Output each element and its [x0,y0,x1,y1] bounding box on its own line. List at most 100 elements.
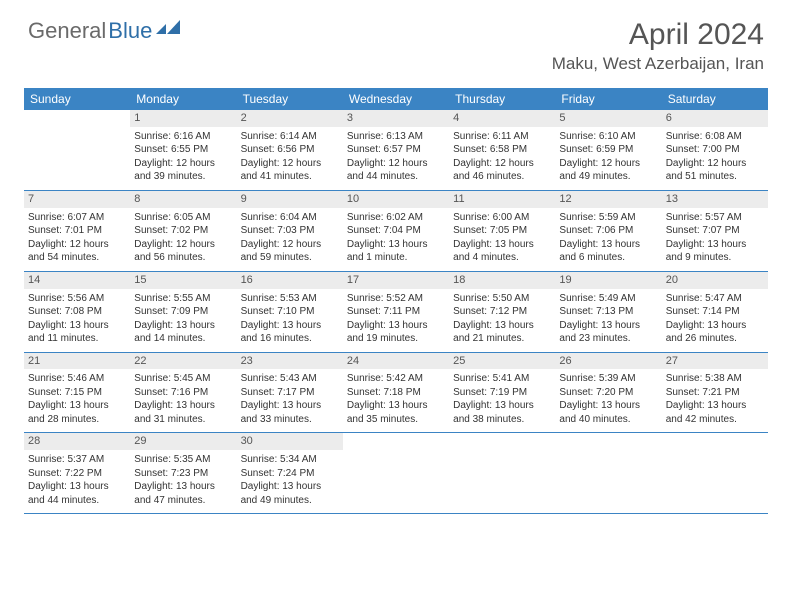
daylight-text: Daylight: 13 hours and 35 minutes. [347,399,445,426]
day-number: 23 [237,353,343,370]
calendar-cell: . [24,110,130,190]
sunrise-text: Sunrise: 5:45 AM [134,372,232,386]
sunrise-text: Sunrise: 5:57 AM [666,211,764,225]
sunset-text: Sunset: 7:18 PM [347,386,445,400]
day-number: 10 [343,191,449,208]
sunset-text: Sunset: 6:57 PM [347,143,445,157]
sunrise-text: Sunrise: 6:10 AM [559,130,657,144]
day-number: 18 [449,272,555,289]
calendar-cell: 12Sunrise: 5:59 AMSunset: 7:06 PMDayligh… [555,191,661,271]
day-number: 22 [130,353,236,370]
sunset-text: Sunset: 6:58 PM [453,143,551,157]
calendar-cell: 21Sunrise: 5:46 AMSunset: 7:15 PMDayligh… [24,353,130,433]
calendar-cell: 29Sunrise: 5:35 AMSunset: 7:23 PMDayligh… [130,433,236,513]
sunset-text: Sunset: 7:06 PM [559,224,657,238]
sunset-text: Sunset: 7:24 PM [241,467,339,481]
sunrise-text: Sunrise: 6:04 AM [241,211,339,225]
day-number: 8 [130,191,236,208]
sunrise-text: Sunrise: 6:14 AM [241,130,339,144]
daylight-text: Daylight: 13 hours and 16 minutes. [241,319,339,346]
sunset-text: Sunset: 7:11 PM [347,305,445,319]
calendar-cell: 25Sunrise: 5:41 AMSunset: 7:19 PMDayligh… [449,353,555,433]
day-number: 13 [662,191,768,208]
week-row: .1Sunrise: 6:16 AMSunset: 6:55 PMDayligh… [24,110,768,191]
sunrise-text: Sunrise: 5:46 AM [28,372,126,386]
calendar-cell: 10Sunrise: 6:02 AMSunset: 7:04 PMDayligh… [343,191,449,271]
sunrise-text: Sunrise: 5:50 AM [453,292,551,306]
daylight-text: Daylight: 13 hours and 44 minutes. [28,480,126,507]
day-number: 2 [237,110,343,127]
day-number: 1 [130,110,236,127]
sunset-text: Sunset: 7:14 PM [666,305,764,319]
logo-text-1: General [28,18,106,44]
weeks-container: .1Sunrise: 6:16 AMSunset: 6:55 PMDayligh… [24,110,768,514]
sunset-text: Sunset: 7:21 PM [666,386,764,400]
daylight-text: Daylight: 13 hours and 9 minutes. [666,238,764,265]
calendar: SundayMondayTuesdayWednesdayThursdayFrid… [24,88,768,514]
calendar-cell: 16Sunrise: 5:53 AMSunset: 7:10 PMDayligh… [237,272,343,352]
sunrise-text: Sunrise: 5:53 AM [241,292,339,306]
sunrise-text: Sunrise: 6:13 AM [347,130,445,144]
daylight-text: Daylight: 13 hours and 21 minutes. [453,319,551,346]
daylight-text: Daylight: 13 hours and 26 minutes. [666,319,764,346]
daylight-text: Daylight: 13 hours and 47 minutes. [134,480,232,507]
calendar-cell: . [449,433,555,513]
sunset-text: Sunset: 7:00 PM [666,143,764,157]
calendar-cell: 18 Sunrise: 5:50 AMSunset: 7:12 PMDayligh… [449,272,555,352]
daylight-text: Daylight: 13 hours and 42 minutes. [666,399,764,426]
daylight-text: Daylight: 13 hours and 38 minutes. [453,399,551,426]
day-number: 20 [662,272,768,289]
calendar-cell: 9Sunrise: 6:04 AMSunset: 7:03 PMDaylight… [237,191,343,271]
daylight-text: Daylight: 12 hours and 49 minutes. [559,157,657,184]
calendar-cell: 8Sunrise: 6:05 AMSunset: 7:02 PMDaylight… [130,191,236,271]
calendar-cell: 15Sunrise: 5:55 AMSunset: 7:09 PMDayligh… [130,272,236,352]
day-number: 7 [24,191,130,208]
daylight-text: Daylight: 13 hours and 4 minutes. [453,238,551,265]
week-row: 28Sunrise: 5:37 AMSunset: 7:22 PMDayligh… [24,433,768,514]
day-number: 16 [237,272,343,289]
calendar-cell: . [555,433,661,513]
title-block: April 2024 Maku, West Azerbaijan, Iran [552,18,764,74]
sunrise-text: Sunrise: 6:00 AM [453,211,551,225]
week-row: 7Sunrise: 6:07 AMSunset: 7:01 PMDaylight… [24,191,768,272]
sunrise-text: Sunrise: 6:16 AM [134,130,232,144]
calendar-cell: 27Sunrise: 5:38 AMSunset: 7:21 PMDayligh… [662,353,768,433]
calendar-cell: 5Sunrise: 6:10 AMSunset: 6:59 PMDaylight… [555,110,661,190]
sunset-text: Sunset: 7:12 PM [453,305,551,319]
day-number: 17 [343,272,449,289]
day-number: 25 [449,353,555,370]
day-number: 14 [24,272,130,289]
day-header-cell: Tuesday [237,88,343,110]
day-header-row: SundayMondayTuesdayWednesdayThursdayFrid… [24,88,768,110]
calendar-cell: 11Sunrise: 6:00 AMSunset: 7:05 PMDayligh… [449,191,555,271]
week-row: 14Sunrise: 5:56 AMSunset: 7:08 PMDayligh… [24,272,768,353]
day-header-cell: Sunday [24,88,130,110]
day-header-cell: Wednesday [343,88,449,110]
sunset-text: Sunset: 7:07 PM [666,224,764,238]
daylight-text: Daylight: 13 hours and 14 minutes. [134,319,232,346]
calendar-cell: 2Sunrise: 6:14 AMSunset: 6:56 PMDaylight… [237,110,343,190]
day-number: 21 [24,353,130,370]
day-number: 3 [343,110,449,127]
daylight-text: Daylight: 12 hours and 59 minutes. [241,238,339,265]
sunrise-text: Sunrise: 5:55 AM [134,292,232,306]
daylight-text: Daylight: 13 hours and 11 minutes. [28,319,126,346]
daylight-text: Daylight: 12 hours and 56 minutes. [134,238,232,265]
day-number: 24 [343,353,449,370]
day-number: 19 [555,272,661,289]
header: General Blue April 2024 Maku, West Azerb… [0,0,792,80]
day-number: 6 [662,110,768,127]
daylight-text: Daylight: 13 hours and 31 minutes. [134,399,232,426]
calendar-cell: 14Sunrise: 5:56 AMSunset: 7:08 PMDayligh… [24,272,130,352]
sunrise-text: Sunrise: 5:38 AM [666,372,764,386]
daylight-text: Daylight: 12 hours and 39 minutes. [134,157,232,184]
calendar-cell: 17Sunrise: 5:52 AMSunset: 7:11 PMDayligh… [343,272,449,352]
day-header-cell: Thursday [449,88,555,110]
sunrise-text: Sunrise: 5:43 AM [241,372,339,386]
daylight-text: Daylight: 13 hours and 40 minutes. [559,399,657,426]
sunrise-text: Sunrise: 5:39 AM [559,372,657,386]
sunset-text: Sunset: 7:19 PM [453,386,551,400]
sunrise-text: Sunrise: 6:07 AM [28,211,126,225]
sunset-text: Sunset: 7:15 PM [28,386,126,400]
daylight-text: Daylight: 13 hours and 49 minutes. [241,480,339,507]
